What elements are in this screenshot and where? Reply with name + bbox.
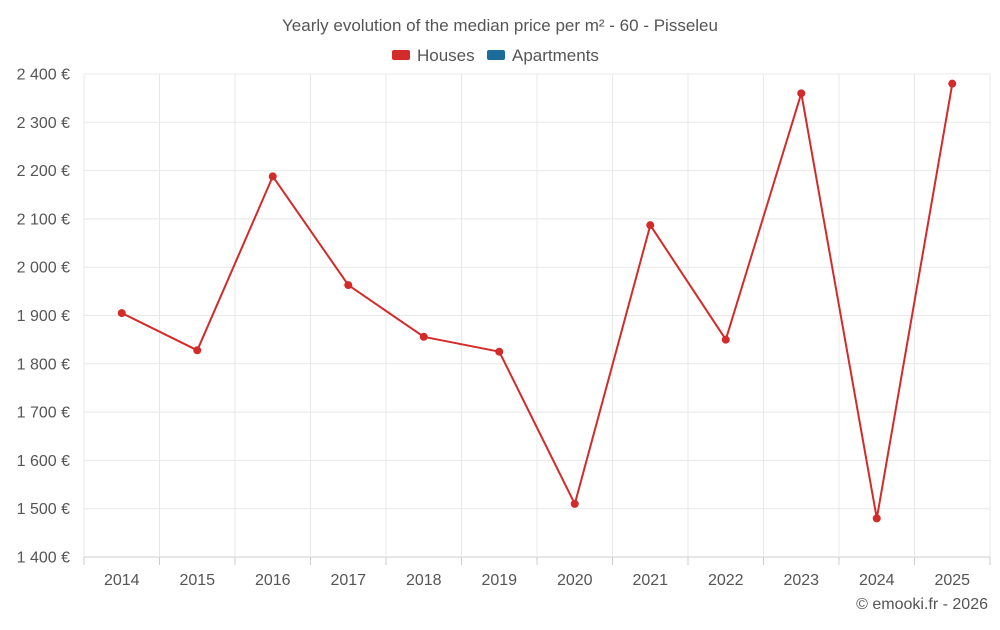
legend-label-houses: Houses (417, 46, 475, 65)
data-point[interactable] (721, 335, 730, 344)
x-tick-label: 2025 (934, 572, 970, 589)
x-tick-label: 2023 (783, 572, 819, 589)
legend-item-apartments[interactable]: Apartments (487, 46, 599, 65)
data-point[interactable] (193, 346, 202, 355)
y-tick-label: 1 800 € (17, 356, 70, 373)
x-axis-ticks: 2014 2015 2016 2017 2018 2019 2020 2021 2022 2023… (104, 572, 970, 589)
data-point[interactable] (419, 332, 428, 341)
y-tick-label: 2 100 € (17, 211, 70, 228)
y-axis-ticks: 1 400 € 1 500 € 1 600 € 1 700 € 1 800 € 1 900… (17, 67, 70, 567)
y-tick-label: 2 200 € (17, 163, 70, 180)
data-point[interactable] (570, 499, 579, 508)
x-tick-label: 2017 (330, 572, 366, 589)
data-point[interactable] (117, 309, 126, 318)
legend-swatch-apartments (487, 50, 505, 60)
x-tick-label: 2021 (632, 572, 668, 589)
x-tick-label: 2020 (557, 572, 593, 589)
y-tick-label: 1 900 € (17, 308, 70, 325)
y-tick-label: 1 500 € (17, 501, 70, 518)
y-tick-label: 2 300 € (17, 115, 70, 132)
y-tick-label: 2 000 € (17, 260, 70, 277)
data-point[interactable] (344, 281, 353, 290)
data-point[interactable] (646, 221, 655, 230)
credit-text: © emooki.fr - 2026 (856, 596, 988, 613)
data-point[interactable] (872, 514, 881, 523)
y-tick-label: 1 400 € (17, 550, 70, 567)
y-tick-label: 1 700 € (17, 405, 70, 422)
x-tick-label: 2014 (104, 572, 140, 589)
legend-label-apartments: Apartments (512, 46, 599, 65)
data-point[interactable] (268, 172, 277, 181)
data-point[interactable] (495, 347, 504, 356)
series-layer (117, 79, 957, 523)
x-tick-label: 2018 (406, 572, 442, 589)
data-point[interactable] (797, 89, 806, 98)
x-tick-label: 2015 (179, 572, 215, 589)
chart-title: Yearly evolution of the median price per… (282, 16, 718, 35)
legend-swatch-houses (392, 50, 410, 60)
x-tick-label: 2016 (255, 572, 291, 589)
data-point[interactable] (948, 79, 957, 88)
x-tick-label: 2022 (708, 572, 744, 589)
legend-item-houses[interactable]: Houses (392, 46, 475, 65)
x-tick-label: 2019 (481, 572, 517, 589)
legend: Houses Apartments (392, 46, 599, 65)
y-tick-label: 2 400 € (17, 67, 70, 84)
series-line-houses (121, 83, 954, 520)
y-tick-label: 1 600 € (17, 453, 70, 470)
x-tick-label: 2024 (859, 572, 895, 589)
grid (83, 73, 991, 565)
